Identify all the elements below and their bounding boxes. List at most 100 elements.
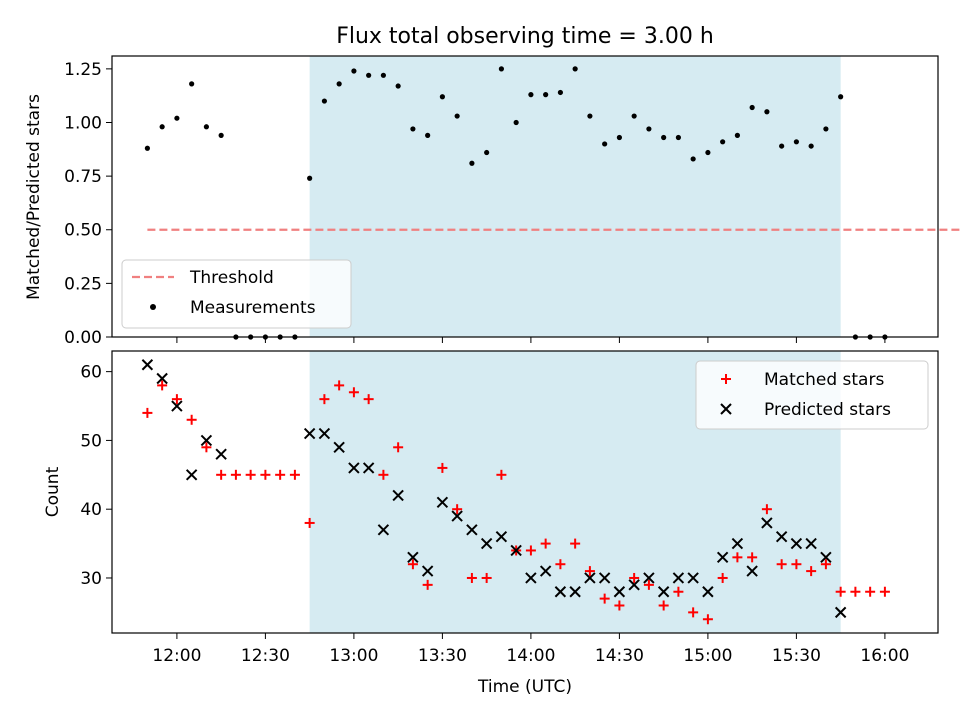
top-y-axis-label: Matched/Predicted stars [24,94,44,300]
cross-stroke-b [805,537,817,550]
bottom-y-tick-label: 60 [80,363,102,383]
matched-point [658,600,669,611]
cross-stroke-b [687,572,699,584]
cross-stroke-b [495,531,508,543]
cross-stroke-b [657,586,670,598]
cross-stroke-b [834,606,847,619]
cross-stroke-b [348,462,360,474]
matched-point [289,469,300,480]
matched-point [466,572,477,583]
matched-point [304,517,315,528]
predicted-point [775,531,788,543]
matched-point [216,469,227,480]
predicted-point [554,586,567,598]
matched-point [584,566,595,577]
cross-stroke-b [525,572,537,584]
x-tick-label: 14:00 [506,646,555,666]
top-shaded-span [309,56,841,337]
measurement-point [793,139,800,145]
measurement-point [705,149,711,156]
matched-point [791,559,802,570]
cross-stroke-b [141,359,154,371]
predicted-point [539,565,552,577]
measurement-point [203,124,209,130]
cross-stroke-b [731,537,744,550]
matched-point [230,469,241,480]
x-axis-label: Time (UTC) [477,677,572,697]
predicted-point [761,517,773,529]
cross-stroke-b [746,565,758,577]
measurement-point [631,113,637,119]
matched-point [407,559,418,570]
measurement-point [351,68,357,74]
predicted-point [141,359,154,371]
matched-point [348,387,359,398]
measurement-point [439,94,445,100]
measurement-point [380,72,386,78]
predicted-point [613,586,626,598]
cross-stroke-b [303,427,316,440]
matched-point [186,414,197,425]
predicted-point [657,586,670,598]
bottom-y-tick-label: 50 [80,431,102,451]
top-legend: Threshold Measurements [121,259,352,329]
cross-stroke-b [716,551,729,564]
predicted-point [171,400,183,412]
cross-stroke-b [392,489,404,502]
legend-plus-marker [721,374,731,384]
predicted-point [392,489,404,502]
measurement-point [823,126,829,132]
top-panel: 0.00 0.25 0.50 0.75 1.00 1.25 Matched/Predict… [24,55,960,348]
cross-stroke-b [613,586,626,598]
top-y-tick-label: 1.25 [64,60,102,80]
measurement-point [469,160,475,166]
matched-point [879,586,890,597]
measurement-points [144,66,888,340]
top-y-tick-label: 0.75 [64,167,102,187]
predicted-point [820,551,832,564]
matched-point [761,504,772,515]
measurement-point [144,145,150,151]
predicted-point [628,579,640,591]
measurement-point [336,81,342,87]
bottom-y-axis-ticks: 30 40 50 60 [80,363,112,589]
measurement-point [543,92,549,98]
matched-point [747,552,758,563]
cross-stroke-b [584,572,596,584]
predicted-point [215,448,227,460]
measurement-point [425,132,431,138]
x-tick-label: 12:00 [152,646,201,666]
measurement-point [661,134,667,141]
cross-stroke-b [510,544,522,557]
matched-point [540,538,551,549]
measurement-point [528,92,534,98]
matched-point [688,607,699,618]
bottom-y-tick-label: 40 [80,500,102,520]
measurement-point [690,156,696,162]
cross-stroke-b [215,448,227,460]
predicted-point [643,572,655,584]
predicted-point [687,572,699,584]
predicted-point [348,462,360,474]
bottom-plot-frame [111,350,939,634]
cross-stroke-b [156,372,168,385]
predicted-point [303,427,316,440]
measurement-point [174,115,180,121]
cross-stroke-b [185,469,198,481]
cross-stroke-b [539,565,552,577]
measurement-point [734,132,741,138]
predicted-point [834,606,847,619]
matched-point [525,545,536,556]
legend-threshold-label: Threshold [189,268,274,288]
top-y-tick-label: 1.00 [64,113,102,133]
predicted-point [185,469,198,481]
matched-point [452,504,463,515]
matched-point [275,469,286,480]
matched-point [732,552,743,563]
x-tick-label: 14:30 [595,646,644,666]
top-y-axis-ticks: 0.00 0.25 0.50 0.75 1.00 1.25 [64,60,112,348]
x-tick-label: 12:30 [241,646,290,666]
x-tick-label: 13:30 [418,646,467,666]
matched-point [142,407,153,418]
